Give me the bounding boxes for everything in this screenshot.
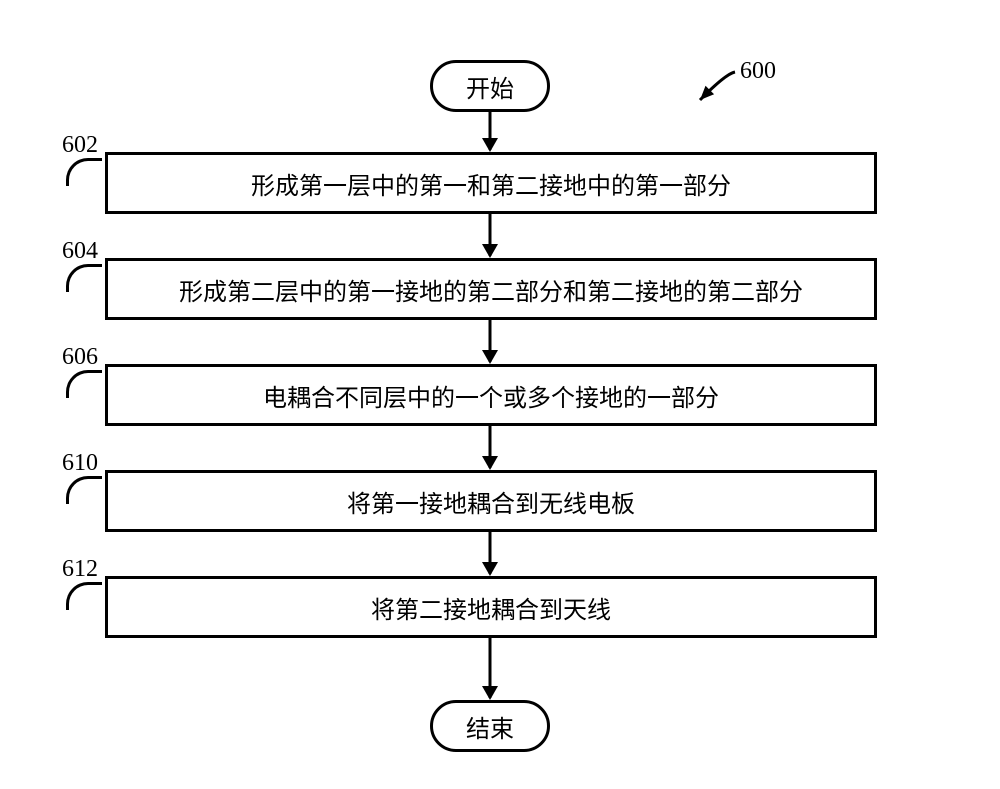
process-step-610: 将第一接地耦合到无线电板: [105, 470, 877, 532]
process-step-text: 形成第二层中的第一接地的第二部分和第二接地的第二部分: [179, 272, 803, 307]
flow-arrow: [475, 214, 505, 260]
terminal-end-label: 结束: [466, 709, 514, 744]
figure-reference-label: 600: [740, 58, 776, 85]
process-step-text: 将第一接地耦合到无线电板: [347, 484, 635, 519]
flow-arrow: [475, 638, 505, 702]
step-leader-line: [66, 370, 102, 398]
flow-arrow: [475, 532, 505, 578]
step-number-label: 602: [62, 132, 98, 159]
step-number-label: 612: [62, 556, 98, 583]
terminal-start: 开始: [430, 60, 550, 112]
flow-arrow: [475, 426, 505, 472]
process-step-text: 将第二接地耦合到天线: [371, 590, 611, 625]
step-number-label: 606: [62, 344, 98, 371]
flow-arrow: [475, 320, 505, 366]
step-leader-line: [66, 582, 102, 610]
process-step-text: 形成第一层中的第一和第二接地中的第一部分: [251, 166, 731, 201]
terminal-end: 结束: [430, 700, 550, 752]
process-step-606: 电耦合不同层中的一个或多个接地的一部分: [105, 364, 877, 426]
process-step-602: 形成第一层中的第一和第二接地中的第一部分: [105, 152, 877, 214]
process-step-text: 电耦合不同层中的一个或多个接地的一部分: [263, 378, 719, 413]
terminal-start-label: 开始: [466, 69, 514, 104]
step-leader-line: [66, 158, 102, 186]
process-step-612: 将第二接地耦合到天线: [105, 576, 877, 638]
process-step-604: 形成第二层中的第一接地的第二部分和第二接地的第二部分: [105, 258, 877, 320]
flowchart-canvas: 开始 结束 600 形成第一层中的第一和第二接地中的第一部分 602 形成第二层中的…: [0, 0, 1000, 789]
step-number-label: 610: [62, 450, 98, 477]
step-leader-line: [66, 476, 102, 504]
figure-reference-arrow: [690, 62, 745, 110]
flow-arrow: [475, 112, 505, 154]
step-leader-line: [66, 264, 102, 292]
step-number-label: 604: [62, 238, 98, 265]
